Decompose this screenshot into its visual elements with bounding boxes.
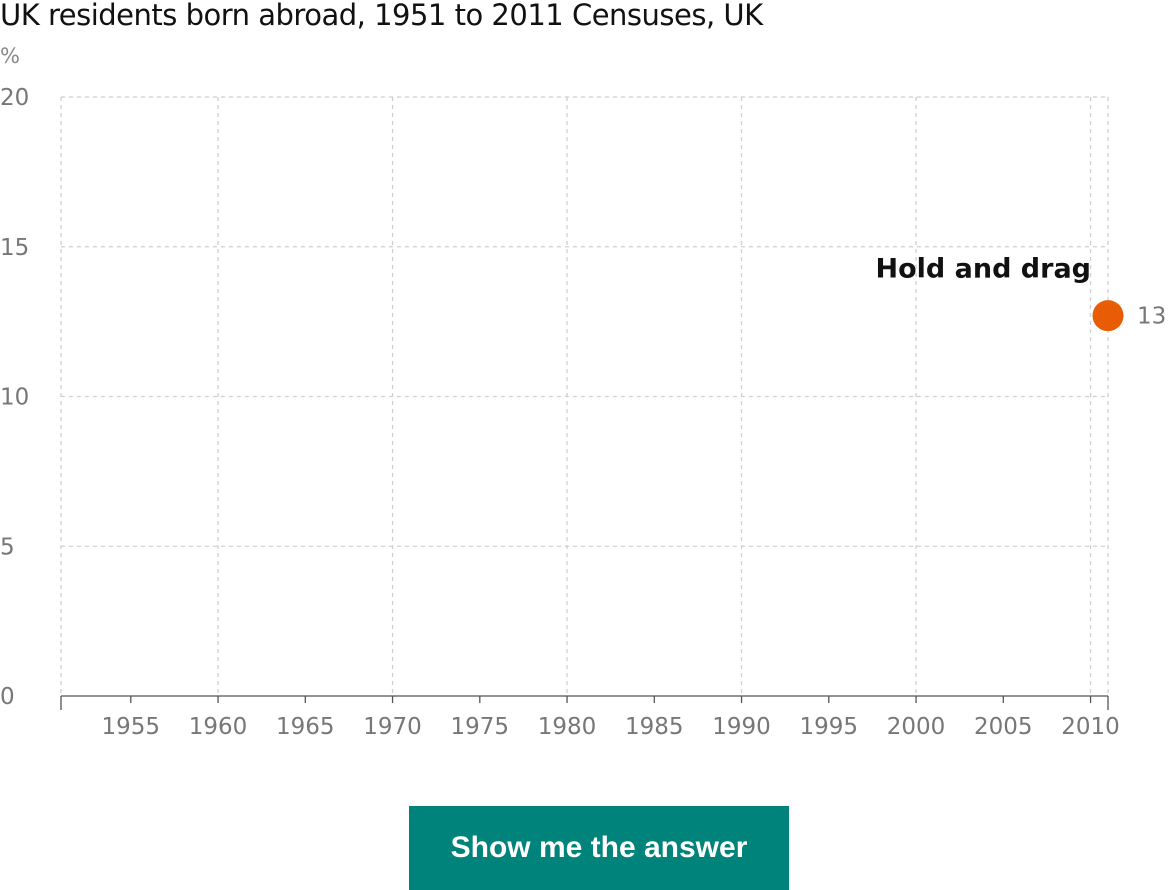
y-tick-label: 15 [0, 235, 29, 261]
axis-labels: 0 5 10 15 20 1955 1960 1965 1970 1975 1980 1985 1990… [0, 85, 1120, 740]
y-tick-label: 5 [0, 534, 15, 560]
y-axis-unit-label: % [0, 44, 20, 68]
y-tick-label: 20 [0, 85, 29, 111]
y-tick-label: 10 [0, 385, 29, 411]
x-tick-label: 1980 [538, 714, 597, 740]
axes [60, 695, 1109, 710]
x-tick-label: 1970 [363, 714, 422, 740]
x-tick-label: 2010 [1061, 714, 1120, 740]
x-tick-label: 1995 [800, 714, 859, 740]
x-tick-label: 1965 [276, 714, 335, 740]
drag-handle-point[interactable] [1092, 300, 1124, 332]
y-tick-label: 0 [0, 684, 15, 710]
drag-hint-label: Hold and drag [876, 254, 1092, 285]
x-tick-label: 1985 [625, 714, 684, 740]
show-answer-button[interactable]: Show me the answer [409, 806, 789, 890]
x-tick-label: 1960 [189, 714, 248, 740]
x-tick-label: 1955 [102, 714, 161, 740]
x-tick-label: 2005 [974, 714, 1033, 740]
x-tick-label: 1975 [451, 714, 510, 740]
point-value-label: 13 [1137, 304, 1166, 330]
chart-area: 0 5 10 15 20 1955 1960 1965 1970 1975 1980 1985 1990… [0, 44, 1166, 740]
grid [60, 96, 1109, 696]
x-tick-label: 1990 [712, 714, 771, 740]
chart-title: UK residents born abroad, 1951 to 2011 C… [0, 0, 763, 32]
x-tick-label: 2000 [887, 714, 946, 740]
